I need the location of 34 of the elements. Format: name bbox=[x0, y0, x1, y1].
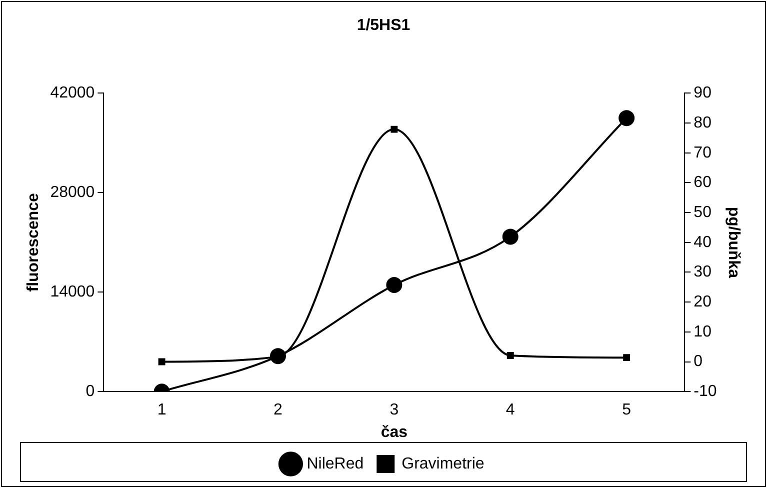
point bbox=[270, 348, 286, 364]
y-tick-label: 42000 bbox=[50, 84, 95, 102]
x-axis-title: čas bbox=[380, 424, 408, 441]
point bbox=[158, 358, 166, 366]
y2-tick-label: 10 bbox=[694, 323, 712, 340]
y-tick-label: 28000 bbox=[50, 184, 95, 202]
legend-label: NileRed bbox=[306, 455, 364, 472]
x-tick-label: 5 bbox=[622, 402, 632, 419]
point bbox=[623, 354, 630, 362]
x-tick-label: 2 bbox=[274, 402, 283, 419]
y-tick-label: 0 bbox=[86, 383, 95, 400]
x-tick-label: 1 bbox=[157, 402, 166, 419]
y2-tick-label: 40 bbox=[694, 234, 712, 251]
legend-label: Gravimetrie bbox=[402, 455, 484, 472]
point bbox=[386, 277, 402, 294]
y2-tick-label: 60 bbox=[694, 174, 712, 192]
point bbox=[390, 126, 398, 133]
y-tick-label: 14000 bbox=[50, 284, 95, 301]
y2-tick-label: 0 bbox=[694, 353, 703, 370]
x-tick-label: 3 bbox=[390, 402, 399, 419]
y2-tick-label: 80 bbox=[694, 114, 712, 132]
y2-tick-label: 90 bbox=[694, 84, 712, 102]
point bbox=[502, 228, 518, 245]
point bbox=[506, 352, 514, 359]
y-axis-title: fluorescence bbox=[25, 192, 42, 292]
y2-tick-label: 50 bbox=[694, 204, 712, 221]
x-tick-label: 4 bbox=[506, 402, 515, 419]
y2-tick-label: 30 bbox=[694, 264, 712, 281]
y2-tick-label: 20 bbox=[694, 293, 712, 310]
y2-axis-title: pg/buňka bbox=[724, 206, 742, 278]
y2-tick-label: 70 bbox=[694, 144, 712, 162]
y2-tick-label: -10 bbox=[694, 383, 717, 400]
point bbox=[618, 110, 635, 126]
chart-title: 1/5HS1 bbox=[356, 17, 410, 34]
